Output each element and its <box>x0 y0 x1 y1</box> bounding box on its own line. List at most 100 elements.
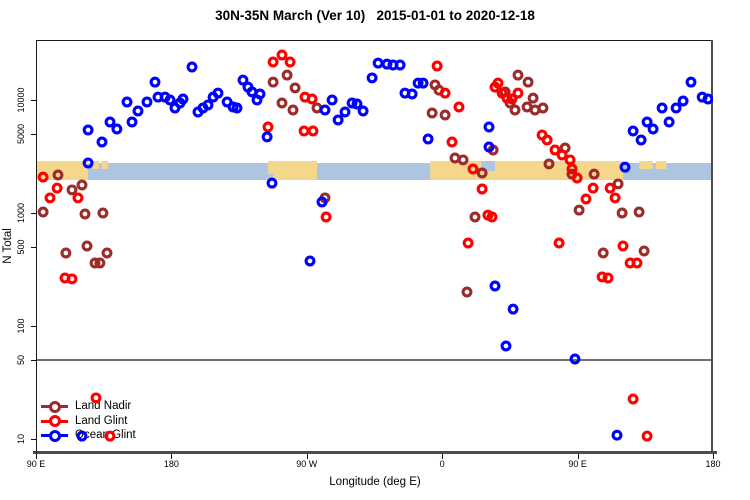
data-point-ocean-glint <box>231 102 243 114</box>
data-point-ocean-glint <box>670 102 682 114</box>
data-point-land-glint <box>299 91 311 103</box>
data-point-land-glint <box>641 430 653 442</box>
data-point-ocean-glint <box>489 280 501 292</box>
data-point-land-nadir <box>633 206 645 218</box>
data-point-ocean-glint <box>126 116 138 128</box>
data-point-land-glint <box>51 182 63 194</box>
data-point-land-glint <box>549 144 561 156</box>
legend-label: Land Nadir <box>75 400 132 413</box>
data-point-land-nadir <box>616 207 628 219</box>
data-point-ocean-glint <box>696 91 708 103</box>
data-point-land-nadir <box>97 207 109 219</box>
x-axis-line <box>33 451 717 454</box>
data-point-land-glint <box>627 393 639 405</box>
data-point-ocean-glint <box>507 303 519 315</box>
y-tick-label: 50 <box>16 355 26 366</box>
data-point-ocean-glint <box>417 77 429 89</box>
y-tick-label: 10000 <box>16 87 26 113</box>
data-point-land-nadir <box>60 247 72 259</box>
data-point-land-glint <box>553 237 565 249</box>
legend-circle <box>49 400 61 413</box>
data-point-ocean-glint <box>641 116 653 128</box>
data-point-land-nadir <box>433 84 445 96</box>
data-point-ocean-glint <box>227 101 239 113</box>
data-point-ocean-glint <box>663 116 675 128</box>
data-point-ocean-glint <box>656 102 668 114</box>
x-tick-mark <box>36 454 37 459</box>
data-point-land-glint <box>476 183 488 195</box>
data-point-land-nadir <box>537 102 549 114</box>
data-point-land-glint <box>44 192 56 204</box>
legend-circle <box>49 415 61 428</box>
legend-item-ocean-glint: Ocean Glint <box>40 428 136 443</box>
x-tick-label: 180 <box>163 459 179 469</box>
legend-label: Land Glint <box>75 414 128 427</box>
data-point-land-glint <box>566 163 578 175</box>
data-point-land-glint <box>306 93 318 105</box>
data-point-land-nadir <box>287 104 299 116</box>
data-point-land-nadir <box>512 69 524 81</box>
x-tick-mark <box>171 454 173 459</box>
data-point-land-nadir <box>476 167 488 179</box>
chart-title: 30N-35N March (Ver 10) 2015-01-01 to 202… <box>215 8 535 23</box>
x-tick-mark <box>577 454 579 459</box>
data-point-ocean-glint <box>483 141 495 153</box>
data-point-ocean-glint <box>351 98 363 110</box>
x-tick-label: 180 <box>705 459 721 469</box>
data-point-ocean-glint <box>82 124 94 136</box>
data-point-land-nadir <box>522 76 534 88</box>
data-point-ocean-glint <box>387 59 399 71</box>
data-point-land-nadir <box>311 102 323 114</box>
data-point-land-glint <box>564 154 576 166</box>
data-point-ocean-glint <box>332 114 344 126</box>
data-point-land-nadir <box>89 257 101 269</box>
data-point-ocean-glint <box>152 91 164 103</box>
data-point-ocean-glint <box>104 116 116 128</box>
data-point-ocean-glint <box>422 133 434 145</box>
data-point-land-glint <box>446 136 458 148</box>
data-point-ocean-glint <box>381 58 393 70</box>
data-point-ocean-glint <box>685 76 697 88</box>
data-point-ocean-glint <box>164 94 176 106</box>
data-point-ocean-glint <box>399 87 411 99</box>
data-point-ocean-glint <box>177 93 189 105</box>
data-point-ocean-glint <box>141 96 153 108</box>
data-point-land-nadir <box>52 169 64 181</box>
y-tick-mark <box>31 439 36 440</box>
data-point-ocean-glint <box>221 96 233 108</box>
y-tick-label: 10 <box>16 433 26 445</box>
data-point-ocean-glint <box>212 87 224 99</box>
data-point-land-nadir <box>612 178 624 190</box>
data-point-land-glint <box>587 182 599 194</box>
x-tick-label: 90 E <box>568 459 587 469</box>
data-point-ocean-glint <box>192 106 204 118</box>
data-point-ocean-glint <box>406 88 418 100</box>
data-point-land-nadir <box>597 247 609 259</box>
data-point-land-glint <box>284 56 296 68</box>
data-point-land-nadir <box>527 92 539 104</box>
y-tick-mark <box>31 360 36 362</box>
x-tick-label: 90 W <box>296 459 318 469</box>
data-point-land-nadir <box>638 245 650 257</box>
x-tick-label: 90 E <box>26 459 46 469</box>
map-band-sea-notch <box>481 160 495 171</box>
data-point-land-glint <box>66 273 78 285</box>
data-point-land-glint <box>453 101 465 113</box>
data-point-ocean-glint <box>346 97 358 109</box>
data-point-land-glint <box>439 87 451 99</box>
data-point-land-nadir <box>66 184 78 196</box>
legend-item-land-nadir: Land Nadir <box>40 399 136 414</box>
data-point-ocean-glint <box>304 255 316 267</box>
data-point-land-glint <box>298 125 310 137</box>
data-point-land-glint <box>307 125 319 137</box>
data-point-ocean-glint <box>316 196 328 208</box>
data-point-land-glint <box>262 121 274 133</box>
data-point-ocean-glint <box>207 91 219 103</box>
data-point-ocean-glint <box>702 93 713 105</box>
legend: Land Nadir Land Glint Ocean Glint <box>40 399 136 443</box>
data-point-land-glint <box>580 193 592 205</box>
data-point-land-nadir <box>81 240 93 252</box>
data-point-land-glint <box>602 272 614 284</box>
data-point-ocean-glint <box>483 121 495 133</box>
data-point-ocean-glint <box>627 125 639 137</box>
